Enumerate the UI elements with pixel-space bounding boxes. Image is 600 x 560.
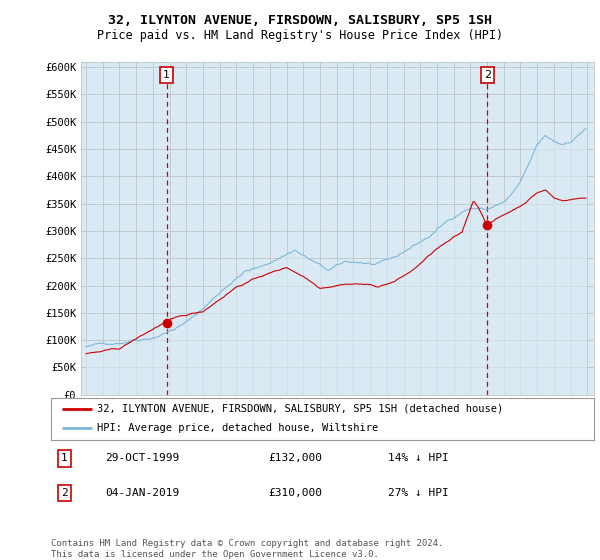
Text: 14% ↓ HPI: 14% ↓ HPI — [388, 454, 448, 464]
Text: £310,000: £310,000 — [268, 488, 322, 498]
Text: 27% ↓ HPI: 27% ↓ HPI — [388, 488, 448, 498]
Text: Contains HM Land Registry data © Crown copyright and database right 2024.
This d: Contains HM Land Registry data © Crown c… — [51, 539, 443, 559]
Text: 1: 1 — [163, 70, 170, 80]
Text: 2: 2 — [61, 488, 68, 498]
Text: 32, ILYNTON AVENUE, FIRSDOWN, SALISBURY, SP5 1SH (detached house): 32, ILYNTON AVENUE, FIRSDOWN, SALISBURY,… — [97, 404, 503, 414]
Text: 1: 1 — [61, 454, 68, 464]
Text: 04-JAN-2019: 04-JAN-2019 — [106, 488, 179, 498]
Text: Price paid vs. HM Land Registry's House Price Index (HPI): Price paid vs. HM Land Registry's House … — [97, 29, 503, 42]
Text: 32, ILYNTON AVENUE, FIRSDOWN, SALISBURY, SP5 1SH: 32, ILYNTON AVENUE, FIRSDOWN, SALISBURY,… — [108, 14, 492, 27]
Text: HPI: Average price, detached house, Wiltshire: HPI: Average price, detached house, Wilt… — [97, 423, 379, 433]
Text: 29-OCT-1999: 29-OCT-1999 — [106, 454, 179, 464]
Text: £132,000: £132,000 — [268, 454, 322, 464]
Text: 2: 2 — [484, 70, 491, 80]
